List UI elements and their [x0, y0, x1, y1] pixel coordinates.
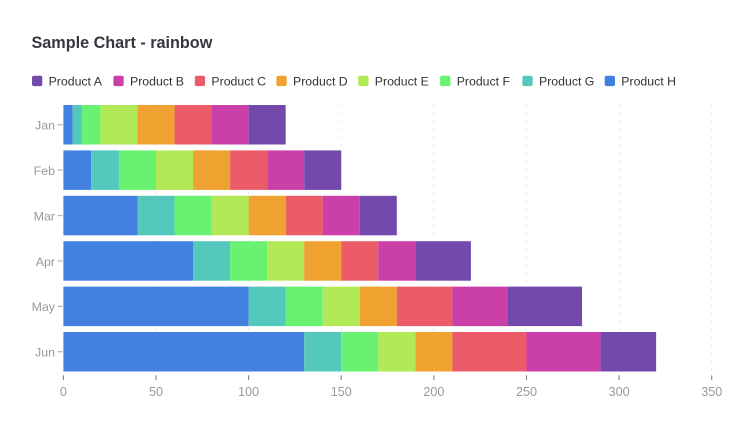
svg-text:Feb: Feb — [34, 164, 55, 178]
svg-text:0: 0 — [60, 385, 67, 399]
svg-text:Mar: Mar — [34, 209, 55, 223]
svg-text:Product H: Product H — [621, 74, 676, 88]
svg-text:300: 300 — [609, 385, 630, 399]
svg-text:Product D: Product D — [293, 74, 348, 88]
svg-text:Product F: Product F — [457, 74, 511, 88]
svg-text:350: 350 — [701, 385, 722, 399]
svg-text:100: 100 — [238, 385, 259, 399]
svg-text:Product C: Product C — [211, 74, 266, 88]
svg-text:Apr: Apr — [36, 255, 55, 269]
svg-text:Jan: Jan — [35, 119, 55, 133]
svg-text:Product E: Product E — [375, 74, 429, 88]
svg-text:Jun: Jun — [35, 346, 55, 360]
svg-text:May: May — [32, 300, 56, 314]
svg-text:Product G: Product G — [539, 74, 594, 88]
svg-text:150: 150 — [331, 385, 352, 399]
svg-text:Sample Chart - rainbow: Sample Chart - rainbow — [32, 34, 213, 52]
svg-text:200: 200 — [423, 385, 444, 399]
svg-text:Product B: Product B — [130, 74, 184, 88]
svg-text:Product A: Product A — [49, 74, 103, 88]
svg-text:250: 250 — [516, 385, 537, 399]
svg-text:50: 50 — [149, 385, 163, 399]
